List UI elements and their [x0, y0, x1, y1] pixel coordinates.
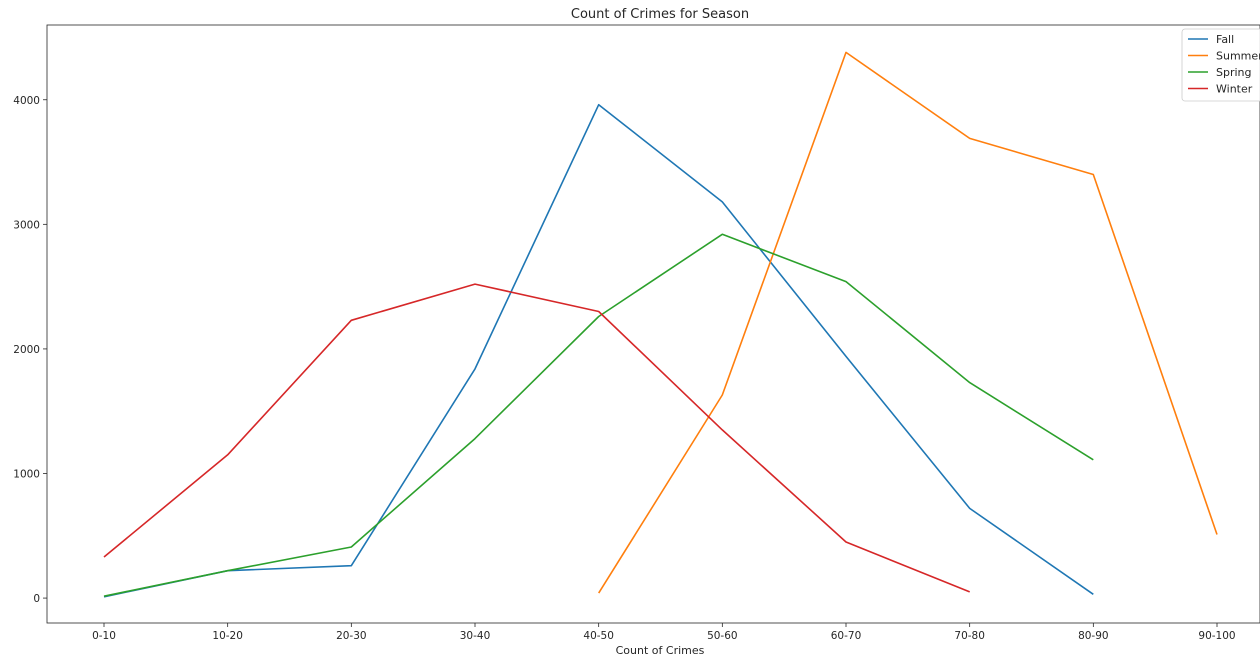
x-tick-label: 0-10: [92, 630, 116, 642]
y-tick-label: 0: [33, 593, 40, 605]
x-tick-label: 90-100: [1198, 630, 1235, 642]
x-tick-label: 30-40: [460, 630, 491, 642]
y-tick-label: 3000: [13, 219, 40, 231]
series-line-spring: [103, 233, 1094, 597]
x-tick-label: 80-90: [1078, 630, 1109, 642]
plot-frame: [46, 24, 1260, 624]
series-lines: [103, 51, 1218, 598]
y-tick-label: 1000: [13, 469, 40, 481]
series-line-fall: [103, 103, 1094, 598]
y-axis: 0 1000 2000 3000 4000: [13, 95, 47, 605]
legend: Fall Summer Spring Winter: [1181, 28, 1260, 102]
y-tick-label: 4000: [13, 95, 40, 107]
series-line-summer: [598, 51, 1218, 594]
chart-title: Count of Crimes for Season: [571, 7, 749, 22]
x-tick-label: 20-30: [336, 630, 367, 642]
x-axis: 0-10 10-20 20-30 30-40 40-50 50-60 60-70 70-80 8…: [92, 623, 1236, 642]
x-tick-label: 70-80: [954, 630, 985, 642]
legend-label-spring: Spring: [1216, 66, 1252, 79]
x-tick-label: 10-20: [212, 630, 243, 642]
legend-label-summer: Summer: [1216, 50, 1260, 63]
legend-box: [1181, 28, 1260, 102]
x-tick-label: 50-60: [707, 630, 738, 642]
y-tick-label: 2000: [13, 344, 40, 356]
series-line-winter: [103, 283, 970, 593]
x-axis-label: Count of Crimes: [616, 644, 705, 657]
legend-label-fall: Fall: [1216, 33, 1234, 46]
x-tick-label: 60-70: [831, 630, 862, 642]
x-tick-label: 40-50: [583, 630, 614, 642]
legend-label-winter: Winter: [1216, 83, 1253, 96]
